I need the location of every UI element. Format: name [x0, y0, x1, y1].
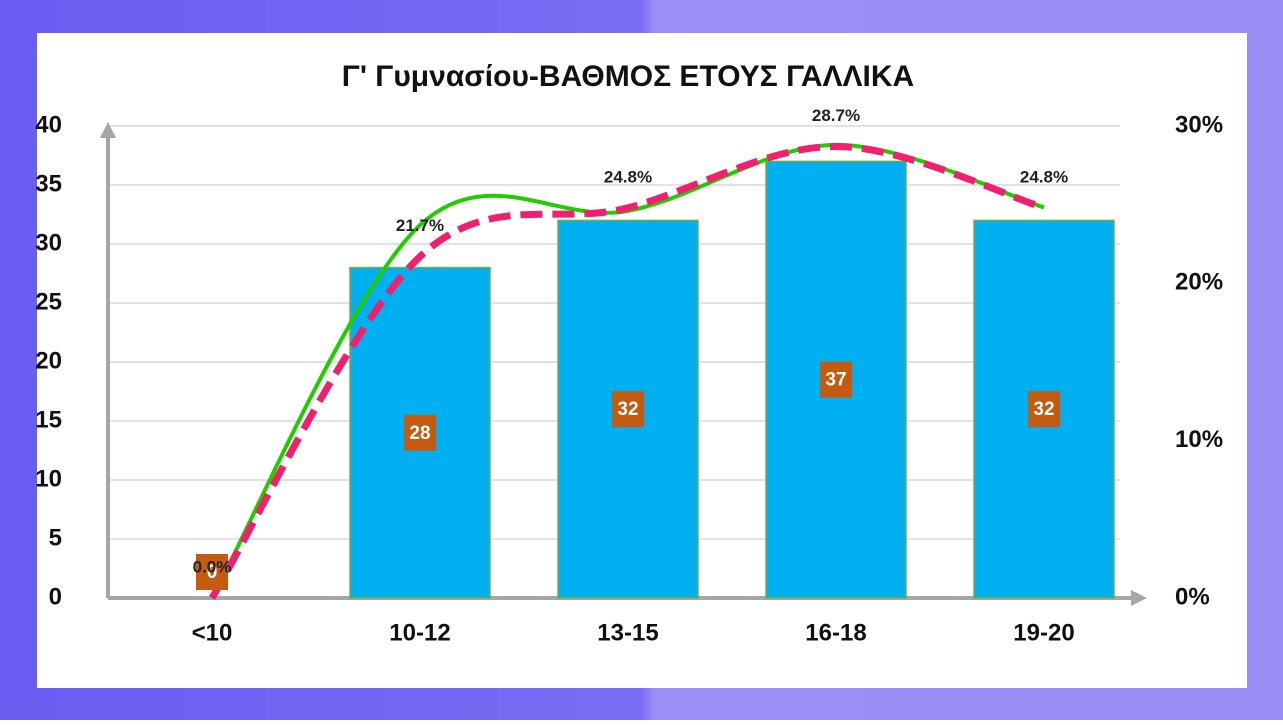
- data-label-box: [820, 361, 852, 398]
- y-tick-label: 0: [49, 583, 62, 610]
- data-label: 28: [409, 423, 430, 444]
- x-tick-label: <10: [192, 619, 233, 646]
- data-label-box: [196, 554, 228, 590]
- data-label: 37: [825, 370, 846, 391]
- y-tick-label: 15: [35, 406, 62, 433]
- data-label: 0: [207, 562, 218, 583]
- data-label: 21.7%: [396, 216, 444, 235]
- y2-tick-label: 20%: [1175, 269, 1223, 296]
- y-tick-label: 5: [49, 524, 62, 551]
- x-tick-label: 19-20: [1013, 619, 1074, 646]
- x-tick-label: 13-15: [597, 619, 658, 646]
- chart-title: Γ' Γυμνασίου-ΒΑΘΜΟΣ ΕΤΟΥΣ ΓΑΛΛΙΚΑ: [342, 60, 914, 93]
- data-label-box: [1028, 391, 1060, 428]
- y-tick-label: 10: [35, 465, 62, 492]
- dashed-line: [209, 142, 1045, 600]
- y2-tick-label: 30%: [1175, 111, 1223, 138]
- data-label-box: [612, 391, 644, 428]
- x-axis-arrow: [1131, 590, 1147, 606]
- x-tick-label: 16-18: [805, 619, 866, 646]
- data-label: 0.0%: [193, 557, 232, 576]
- y2-tick-label: 10%: [1175, 426, 1223, 453]
- x-tick-label: 10-12: [389, 619, 450, 646]
- data-label: 24.8%: [604, 167, 652, 186]
- y-axis-arrow: [100, 122, 116, 138]
- data-label: 32: [1033, 399, 1054, 420]
- y2-tick-label: 0%: [1175, 583, 1210, 610]
- data-label-box: [404, 414, 436, 451]
- data-label: 32: [617, 399, 638, 420]
- data-label: 24.8%: [1020, 167, 1068, 186]
- data-label: 28.7%: [812, 106, 860, 125]
- y-tick-label: 35: [35, 170, 62, 197]
- y-tick-label: 25: [35, 288, 62, 315]
- y-tick-label: 20: [35, 347, 62, 374]
- y-tick-label: 40: [35, 111, 62, 138]
- y-tick-label: 30: [35, 229, 62, 256]
